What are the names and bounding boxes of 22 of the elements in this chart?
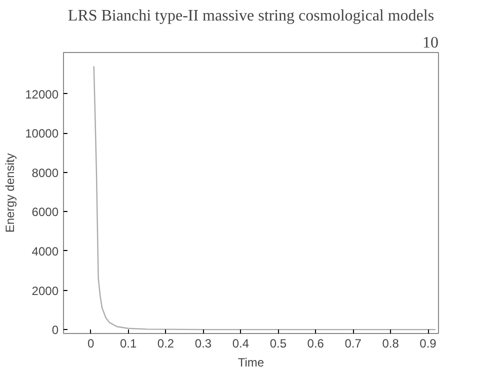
x-tick-label: 0.6 bbox=[307, 336, 324, 350]
y-tick-label: 6000 bbox=[32, 205, 59, 220]
x-axis-title: Time bbox=[238, 356, 264, 370]
x-tick-label: 0.2 bbox=[157, 336, 174, 350]
text: 10 bbox=[422, 34, 438, 52]
x-tick-label: 0 bbox=[88, 336, 95, 350]
y-tick-label: 10000 bbox=[25, 126, 59, 141]
x-tick-label: 0.5 bbox=[270, 336, 287, 350]
chart-title: LRS Bianchi type-II massive string cosmological models bbox=[68, 8, 434, 24]
y-tick-label: 0 bbox=[52, 323, 59, 338]
y-tick-label: 12000 bbox=[25, 87, 59, 102]
y-tick-label: 8000 bbox=[32, 166, 59, 180]
y-tick-label: 2000 bbox=[32, 284, 59, 298]
x-tick-label: 0.1 bbox=[120, 336, 137, 350]
x-tick-label: 0.9 bbox=[420, 336, 437, 350]
y-axis-title: Energy density bbox=[3, 153, 18, 233]
y-tick-label: 4000 bbox=[32, 244, 59, 258]
x-tick-label: 0.3 bbox=[194, 336, 212, 350]
x-tick-label: 0.4 bbox=[232, 336, 250, 350]
x-tick-label: 0.8 bbox=[382, 336, 400, 350]
line-series bbox=[93, 66, 436, 330]
x-tick-label: 0.7 bbox=[344, 336, 362, 350]
